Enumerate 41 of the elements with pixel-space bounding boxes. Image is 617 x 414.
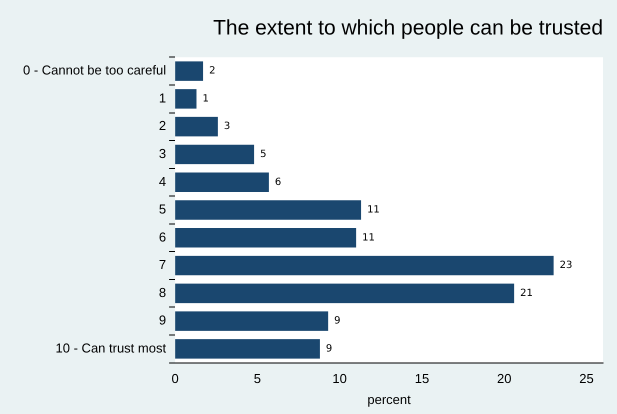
bar [175, 200, 362, 220]
y-tick-label: 2 [158, 118, 166, 134]
bar [175, 116, 218, 136]
x-tick-label: 10 [332, 371, 347, 386]
data-label: 23 [560, 260, 572, 272]
x-tick-label: 20 [497, 371, 512, 386]
data-label: 5 [260, 149, 266, 160]
y-tick-label: 8 [158, 284, 166, 300]
y-tick-label: 3 [158, 146, 166, 162]
bar [175, 61, 204, 81]
data-label: 3 [224, 121, 230, 132]
y-tick-label: 1 [158, 90, 166, 106]
data-label: 21 [520, 288, 533, 299]
x-tick-label: 15 [414, 371, 430, 386]
y-tick-label: 0 - Cannot be too careful [22, 62, 166, 78]
bar [175, 172, 269, 192]
bar [175, 144, 254, 164]
y-tick-label: 10 - Can trust most [56, 340, 166, 356]
x-axis-title: percent [367, 392, 412, 407]
data-label: 9 [326, 344, 332, 355]
data-label: 2 [209, 66, 216, 77]
y-tick-label: 6 [158, 229, 166, 244]
y-tick-label: 4 [158, 174, 166, 189]
bar [175, 256, 554, 276]
bar [175, 284, 514, 304]
x-tick-label: 0 [171, 371, 179, 386]
bar [175, 228, 356, 248]
data-label: 9 [334, 316, 341, 327]
y-tick-label: 9 [158, 312, 166, 328]
data-label: 1 [202, 93, 209, 104]
data-label: 11 [367, 204, 380, 216]
y-tick-label: 7 [158, 257, 166, 272]
chart-title: The extent to which people can be trusted [213, 16, 603, 40]
data-label: 6 [274, 176, 282, 188]
y-tick-label: 5 [158, 202, 166, 217]
x-tick-label: 25 [579, 371, 594, 386]
bar [175, 311, 328, 331]
bar [175, 89, 196, 109]
data-label: 11 [362, 232, 375, 244]
x-tick-label: 5 [254, 371, 261, 386]
bar [175, 339, 320, 359]
